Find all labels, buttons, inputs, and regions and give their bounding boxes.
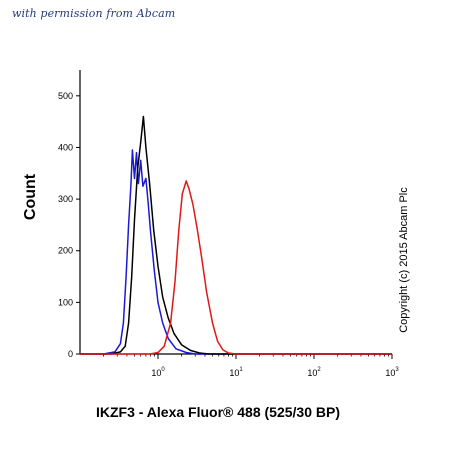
x-axis-ticks: 100 101 102 103 [103,354,399,378]
plot-frame [80,70,392,354]
x-tick-label: 100 [151,367,165,378]
x-tick-label: 103 [385,367,399,378]
histogram-line-1 [80,149,392,355]
x-tick-label: 101 [229,367,243,378]
y-tick-label: 100 [58,297,73,307]
x-axis-label: IKZF3 - Alexa Fluor® 488 (525/30 BP) [96,404,340,420]
y-tick-label: 0 [68,349,73,359]
x-tick-label: 102 [307,367,321,378]
y-tick-label: 500 [58,91,73,101]
permission-watermark: with permission from Abcam [12,7,176,20]
histogram-line-2 [80,115,392,355]
y-axis-label: Count [22,173,39,221]
y-axis-ticks: 0 100 200 300 400 500 [58,91,80,359]
y-tick-label: 400 [58,142,73,152]
y-tick-label: 200 [58,246,73,256]
y-tick-label: 300 [58,194,73,204]
histogram-series [80,115,392,355]
histogram-line-3 [80,180,392,355]
copyright-text: Copyright (c) 2015 Abcam Plc [398,187,410,333]
